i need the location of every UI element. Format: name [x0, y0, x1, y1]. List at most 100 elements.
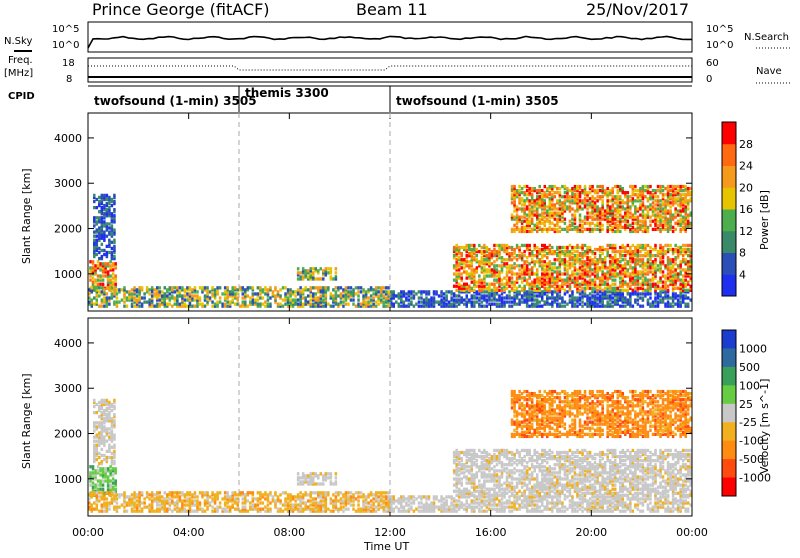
- velocity-cell: [111, 446, 114, 449]
- power-cell: [528, 187, 531, 190]
- power-cell: [458, 294, 461, 297]
- velocity-cell: [309, 499, 312, 502]
- power-cell: [556, 199, 559, 202]
- power-cell: [601, 289, 604, 292]
- power-cell: [581, 199, 584, 202]
- power-cell: [611, 283, 614, 286]
- power-cell: [113, 239, 116, 242]
- power-cell: [503, 300, 506, 303]
- power-cell: [531, 258, 534, 261]
- power-cell: [292, 290, 295, 293]
- power-cell: [380, 298, 383, 301]
- velocity-cell: [252, 497, 255, 500]
- power-cell: [476, 258, 479, 261]
- power-cell: [536, 230, 539, 233]
- power-cell: [677, 189, 680, 192]
- power-cell: [574, 302, 577, 305]
- power-cell: [526, 193, 529, 196]
- power-cell: [503, 296, 506, 299]
- power-cell: [632, 226, 635, 229]
- velocity-cell: [259, 491, 262, 494]
- power-cell: [554, 228, 557, 231]
- power-cell: [589, 296, 592, 299]
- power-cell: [362, 288, 365, 291]
- power-cell: [330, 305, 333, 308]
- velocity-cell: [158, 503, 161, 506]
- power-cell: [518, 246, 521, 249]
- power-cell: [571, 278, 574, 281]
- power-cell: [458, 272, 461, 275]
- velocity-cell: [269, 491, 272, 494]
- velocity-cell: [242, 501, 245, 504]
- power-cell: [682, 278, 685, 281]
- power-cell: [639, 220, 642, 223]
- power-cell: [511, 287, 514, 290]
- power-cell: [559, 302, 562, 305]
- power-cell: [476, 281, 479, 284]
- power-cell: [503, 258, 506, 261]
- power-cell: [116, 300, 119, 303]
- power-cell: [642, 278, 645, 281]
- power-cell: [569, 298, 572, 301]
- power-cell: [111, 251, 114, 254]
- power-cell: [591, 287, 594, 290]
- power-cell: [466, 260, 469, 263]
- power-cell: [458, 256, 461, 259]
- power-cell: [536, 250, 539, 253]
- power-cell: [219, 286, 222, 289]
- velocity-cell: [91, 503, 94, 506]
- power-cell: [599, 276, 602, 279]
- velocity-cell: [92, 471, 95, 474]
- power-cell: [627, 298, 630, 301]
- power-cell: [496, 298, 499, 301]
- power-cell: [596, 266, 599, 269]
- power-cell: [508, 290, 511, 293]
- power-cell: [629, 285, 632, 288]
- power-cell: [576, 250, 579, 253]
- power-cell: [619, 264, 622, 267]
- velocity-cell: [199, 507, 202, 510]
- power-cell: [463, 302, 466, 305]
- velocity-cell: [136, 503, 139, 506]
- power-cell: [624, 281, 627, 284]
- power-cell: [231, 298, 234, 301]
- power-cell: [164, 292, 167, 295]
- power-cell: [644, 205, 647, 208]
- velocity-cell: [206, 505, 209, 508]
- power-cell: [667, 294, 670, 297]
- velocity-cell: [118, 493, 121, 496]
- power-cell: [516, 287, 519, 290]
- power-cell: [151, 294, 154, 297]
- power-cell: [644, 195, 647, 198]
- power-cell: [599, 185, 602, 188]
- power-cell: [372, 302, 375, 305]
- power-cell: [589, 287, 592, 290]
- velocity-cell: [257, 507, 260, 510]
- velocity-cell: [309, 507, 312, 510]
- power-cell: [114, 283, 117, 286]
- power-cell: [667, 256, 670, 259]
- power-cell: [99, 268, 102, 271]
- power-cell: [460, 258, 463, 261]
- power-cell: [679, 193, 682, 196]
- power-cell: [632, 276, 635, 279]
- power-cell: [96, 220, 99, 223]
- power-cell: [209, 290, 212, 293]
- velocity-cell: [247, 499, 250, 502]
- velocity-cell: [229, 505, 232, 508]
- power-cell: [468, 264, 471, 267]
- power-cell: [649, 215, 652, 218]
- velocity-cell: [131, 493, 134, 496]
- velocity-cell: [164, 497, 167, 500]
- power-cell: [677, 264, 680, 267]
- power-cell: [639, 276, 642, 279]
- velocity-cell: [109, 483, 112, 486]
- power-cell: [586, 215, 589, 218]
- power-cell: [282, 298, 285, 301]
- velocity-cell: [116, 493, 119, 496]
- power-cell: [481, 250, 484, 253]
- power-cell: [604, 248, 607, 251]
- velocity-cell: [189, 497, 192, 500]
- power-cell: [382, 294, 385, 297]
- power-cell: [566, 246, 569, 249]
